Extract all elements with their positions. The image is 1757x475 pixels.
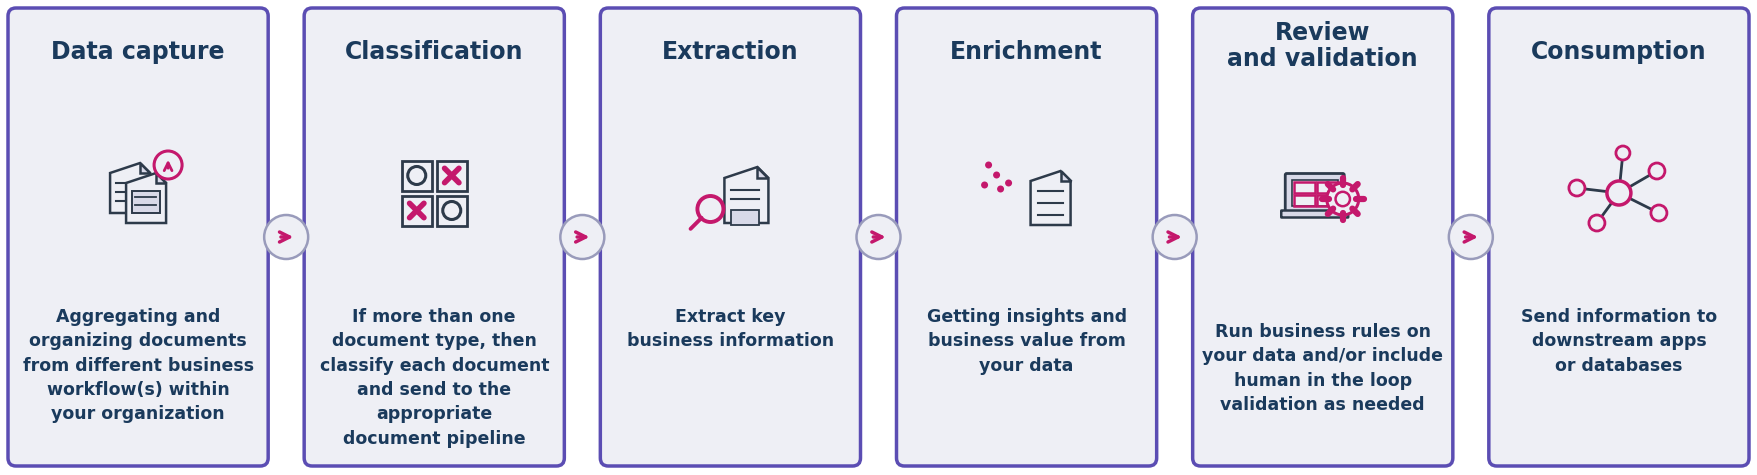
Text: Run business rules on
your data and/or include
human in the loop
validation as n: Run business rules on your data and/or i… (1202, 323, 1442, 414)
Polygon shape (141, 163, 149, 173)
FancyBboxPatch shape (1286, 173, 1344, 212)
Text: Data capture: Data capture (51, 40, 225, 64)
Text: Extract key
business information: Extract key business information (627, 308, 835, 350)
FancyBboxPatch shape (1291, 180, 1337, 206)
FancyBboxPatch shape (1488, 8, 1748, 466)
Circle shape (1005, 180, 1012, 187)
FancyBboxPatch shape (437, 161, 467, 190)
Circle shape (560, 215, 604, 259)
Circle shape (155, 151, 183, 179)
FancyBboxPatch shape (9, 8, 269, 466)
Circle shape (1153, 215, 1197, 259)
Circle shape (1450, 215, 1493, 259)
Polygon shape (724, 167, 768, 223)
FancyBboxPatch shape (132, 191, 160, 213)
Text: Extraction: Extraction (662, 40, 799, 64)
FancyBboxPatch shape (402, 196, 432, 226)
Text: Consumption: Consumption (1530, 40, 1706, 64)
Text: Aggregating and
organizing documents
from different business
workflow(s) within
: Aggregating and organizing documents fro… (23, 308, 253, 423)
Circle shape (1616, 146, 1630, 160)
Circle shape (1608, 181, 1630, 205)
Circle shape (986, 162, 993, 169)
Polygon shape (1031, 171, 1070, 225)
Text: If more than one
document type, then
classify each document
and send to the
appr: If more than one document type, then cla… (320, 308, 548, 447)
Text: Review
and validation: Review and validation (1228, 20, 1418, 71)
Polygon shape (127, 173, 167, 223)
Circle shape (1335, 192, 1349, 206)
Text: Classification: Classification (344, 40, 524, 64)
Circle shape (993, 171, 1000, 179)
FancyBboxPatch shape (1193, 8, 1453, 466)
FancyBboxPatch shape (896, 8, 1156, 466)
Circle shape (1652, 205, 1667, 221)
Circle shape (1648, 163, 1666, 179)
Circle shape (980, 181, 987, 189)
Circle shape (1569, 180, 1585, 196)
FancyBboxPatch shape (304, 8, 564, 466)
Circle shape (856, 215, 901, 259)
FancyBboxPatch shape (402, 161, 432, 190)
Polygon shape (156, 173, 167, 183)
FancyBboxPatch shape (437, 196, 467, 226)
Circle shape (1588, 215, 1604, 231)
Text: Send information to
downstream apps
or databases: Send information to downstream apps or d… (1522, 308, 1717, 375)
FancyBboxPatch shape (601, 8, 861, 466)
Text: Getting insights and
business value from
your data: Getting insights and business value from… (926, 308, 1126, 375)
Text: Enrichment: Enrichment (951, 40, 1103, 64)
Circle shape (264, 215, 307, 259)
FancyBboxPatch shape (1281, 210, 1348, 218)
FancyBboxPatch shape (731, 210, 759, 225)
Circle shape (996, 186, 1003, 192)
Circle shape (1327, 183, 1358, 215)
Polygon shape (1061, 171, 1070, 181)
Polygon shape (111, 163, 149, 213)
Polygon shape (757, 167, 768, 178)
